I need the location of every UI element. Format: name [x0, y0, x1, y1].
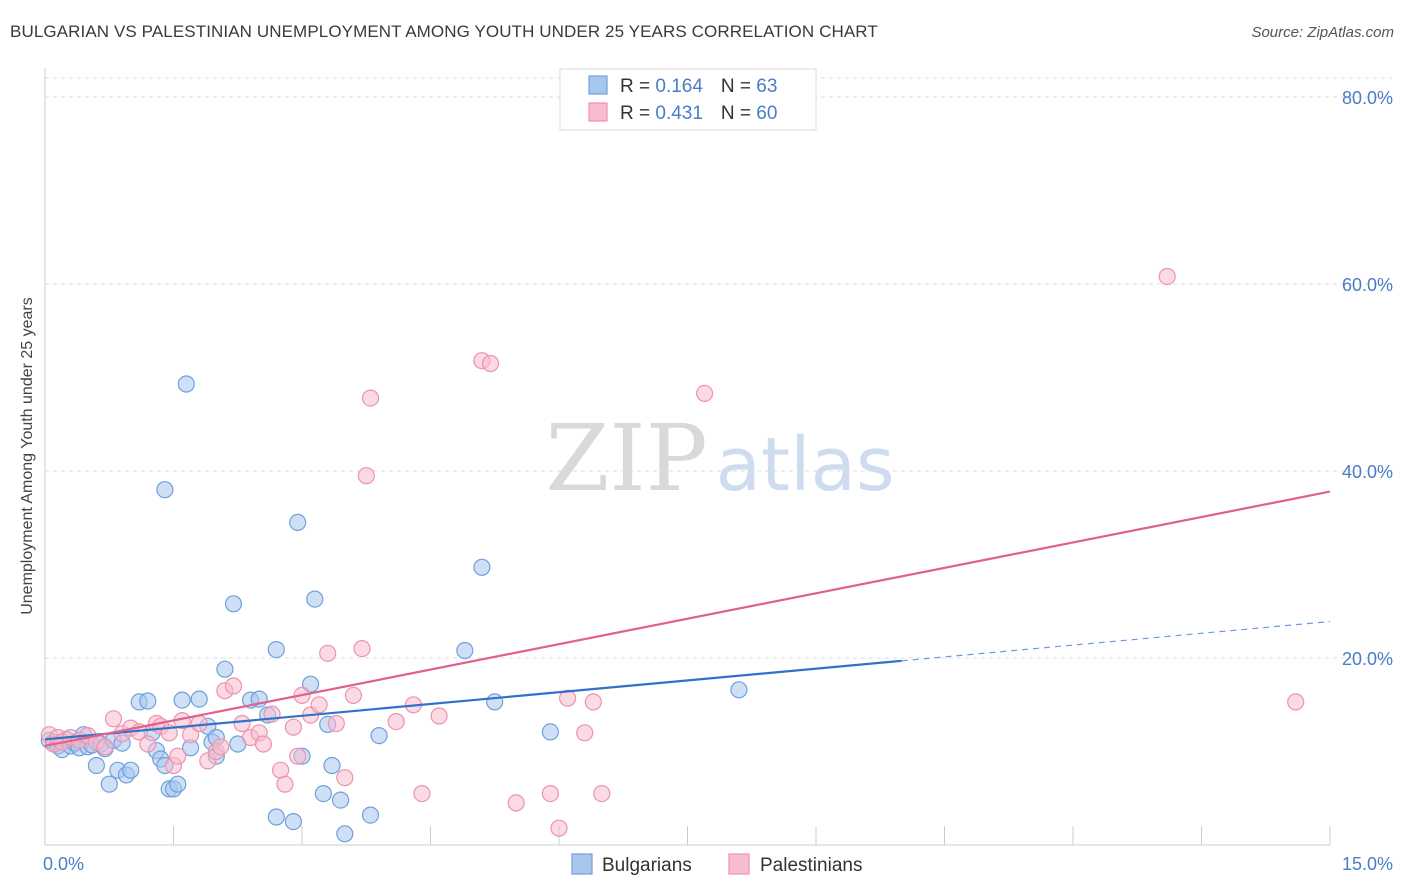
bulgarian-point-31	[177, 375, 195, 393]
legend-n-label: N =	[721, 103, 756, 124]
bulgarian-point-51	[314, 784, 332, 803]
palestinian-point-21	[190, 714, 208, 733]
y-tick-label-20: 20.0%	[1342, 649, 1393, 669]
bulgarian-point-30	[173, 691, 191, 709]
palestinian-point-41	[336, 769, 354, 787]
palestinian-point-9	[104, 710, 123, 728]
y-tick-label-80: 80.0%	[1342, 88, 1393, 108]
palestinian-point-49	[430, 707, 448, 725]
bulgarian-point-62	[730, 681, 748, 699]
palestinian-point-30	[254, 735, 272, 753]
palestinian-point-53	[541, 784, 560, 803]
palestinian-point-46	[387, 712, 405, 731]
legend-swatch-palestinian	[588, 102, 608, 122]
x-tick-label-min: 0.0%	[43, 854, 84, 874]
legend-n-label: N =	[721, 76, 756, 97]
legend-n-value: 63	[756, 76, 777, 97]
bottom-legend-swatch-palestinian	[728, 853, 750, 875]
legend-r-label: R =	[620, 103, 655, 124]
bottom-legend-label-bulgarian: Bulgarians	[602, 855, 692, 876]
palestinian-point-48	[413, 784, 431, 803]
bulgarian-point-55	[336, 825, 354, 843]
palestinian-point-60	[1158, 267, 1176, 286]
bulgarian-point-26	[156, 481, 174, 499]
bulgarian-point-39	[224, 595, 243, 613]
bulgarian-point-21	[139, 692, 157, 710]
palestinian-point-44	[357, 467, 375, 485]
palestinian-point-18	[169, 747, 187, 765]
bulgarian-point-53	[323, 756, 341, 775]
bulgarian-point-57	[370, 726, 388, 745]
palestinian-point-45	[361, 389, 380, 407]
chart-title: BULGARIAN VS PALESTINIAN UNEMPLOYMENT AM…	[10, 22, 878, 41]
palestinian-point-55	[558, 689, 577, 707]
bulgarian-point-60	[486, 693, 504, 711]
bulgarian-point-29	[169, 775, 187, 793]
bulgarian-point-54	[332, 791, 350, 809]
bulgarian-point-50	[306, 590, 324, 608]
palestinian-point-58	[593, 784, 611, 803]
palestinian-point-27	[233, 714, 251, 733]
watermark-atlas: atlas	[716, 422, 895, 508]
palestinian-point-39	[319, 644, 337, 662]
palestinian-point-52	[507, 794, 525, 812]
palestinian-point-59	[695, 384, 714, 402]
bulgarian-point-59	[473, 558, 491, 576]
palestinian-point-8	[96, 738, 114, 756]
bulgarian-point-33	[190, 690, 208, 708]
palestinian-point-42	[344, 686, 362, 705]
bulgarian-trend-line	[44, 659, 902, 741]
bulgarian-point-11	[87, 756, 106, 775]
palestinian-point-35	[289, 747, 307, 765]
legend-r-value: 0.431	[655, 103, 703, 124]
y-tick-label-60: 60.0%	[1342, 275, 1393, 295]
bottom-legend-swatch-bulgarian	[571, 853, 593, 875]
bottom-legend-label-palestinian: Palestinians	[760, 855, 862, 876]
bulgarian-point-56	[361, 806, 380, 824]
palestinian-point-13	[139, 735, 157, 753]
palestinian-trend-line	[44, 490, 1331, 747]
palestinian-point-61	[1287, 693, 1305, 711]
palestinian-point-34	[284, 718, 302, 736]
palestinian-point-33	[276, 775, 294, 793]
palestinian-point-24	[212, 738, 230, 756]
bulgarian-trend-extension	[901, 620, 1331, 662]
bulgarian-point-19	[122, 761, 140, 779]
palestinian-point-56	[576, 724, 594, 742]
bulgarian-point-38	[216, 660, 234, 678]
x-tick-label-max: 15.0%	[1342, 854, 1393, 874]
palestinian-point-26	[224, 677, 243, 695]
watermark: ZIP atlas	[546, 405, 895, 512]
palestinian-point-38	[310, 696, 328, 714]
palestinian-point-51	[481, 354, 500, 373]
palestinian-point-40	[327, 714, 345, 733]
palestinian-point-43	[353, 639, 371, 658]
watermark-zip: ZIP	[546, 405, 708, 512]
source-label: Source: ZipAtlas.com	[1251, 24, 1394, 41]
legend-n-value: 60	[756, 103, 777, 124]
palestinian-point-54	[550, 819, 568, 837]
bulgarian-point-45	[267, 808, 285, 826]
bulgarian-point-44	[267, 640, 285, 659]
palestinian-point-57	[584, 693, 602, 711]
legend-r-label: R =	[620, 76, 655, 97]
bulgarian-point-61	[541, 723, 560, 741]
legend-entry-bulgarian: R = 0.164 N = 63	[620, 76, 777, 97]
bulgarian-point-47	[289, 513, 307, 532]
bulgarian-point-46	[284, 812, 302, 831]
y-tick-label-40: 40.0%	[1342, 462, 1393, 482]
bulgarian-point-58	[456, 641, 474, 660]
legend-entry-palestinian: R = 0.431 N = 60	[620, 103, 777, 124]
legend-r-value: 0.164	[655, 76, 703, 97]
legend-swatch-bulgarian	[588, 75, 608, 95]
bulgarian-point-14	[100, 775, 118, 793]
